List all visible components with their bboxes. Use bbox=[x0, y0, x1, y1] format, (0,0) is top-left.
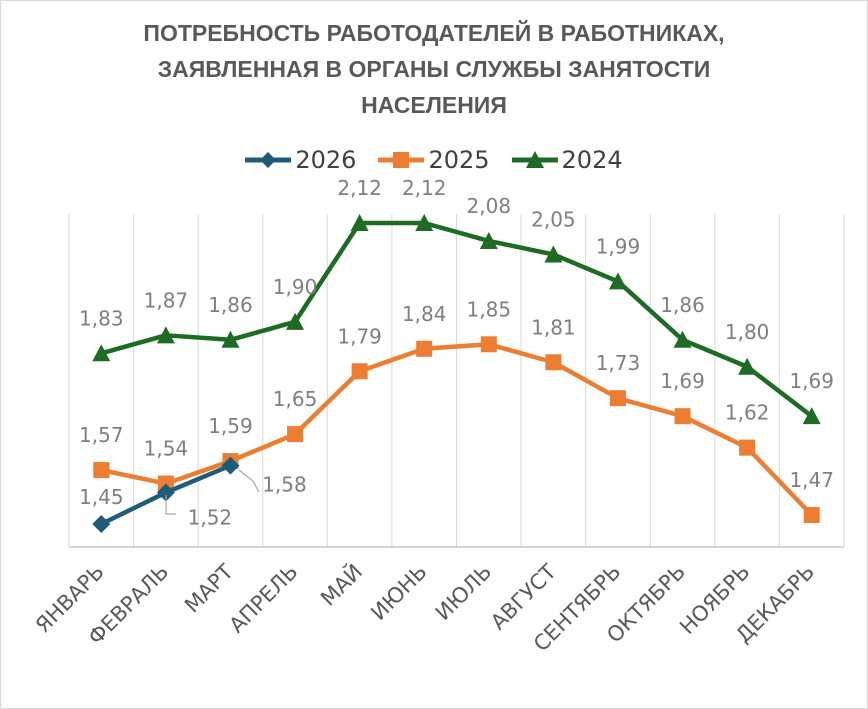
data-label-2025: 1,84 bbox=[402, 302, 447, 326]
data-point-2024 bbox=[673, 330, 692, 348]
x-tick-label: АПРЕЛЬ bbox=[225, 560, 303, 638]
label-leader-line bbox=[165, 495, 176, 515]
data-point-2024 bbox=[92, 344, 111, 362]
data-label-2025: 1,62 bbox=[725, 401, 770, 425]
legend-item-2024: 2024 bbox=[511, 146, 623, 174]
data-label-2024: 2,08 bbox=[467, 194, 512, 218]
data-point-2024 bbox=[156, 326, 175, 344]
data-label-2024: 1,86 bbox=[660, 293, 705, 317]
legend-label-2025: 2025 bbox=[428, 146, 490, 174]
data-label-2025: 1,59 bbox=[208, 414, 253, 438]
data-label-2025: 1,81 bbox=[531, 315, 576, 339]
data-point-2024 bbox=[802, 407, 821, 425]
data-point-2026 bbox=[221, 456, 240, 475]
legend-item-2025: 2025 bbox=[378, 146, 490, 174]
chart-title-line-1: ПОТРЕБНОСТЬ РАБОТОДАТЕЛЕЙ В РАБОТНИКАХ, bbox=[143, 20, 725, 46]
data-label-2024: 2,05 bbox=[531, 207, 576, 231]
data-label-2026: 1,52 bbox=[188, 506, 233, 530]
data-label-2026: 1,45 bbox=[79, 485, 124, 509]
data-point-2024 bbox=[479, 231, 498, 249]
series-line-2025 bbox=[100, 342, 814, 517]
data-point-2025 bbox=[545, 354, 562, 371]
series-line-2024 bbox=[100, 220, 814, 418]
data-label-2024: 1,90 bbox=[273, 275, 318, 299]
data-point-2024 bbox=[738, 357, 757, 375]
data-label-2024: 1,80 bbox=[725, 320, 770, 344]
data-point-2025 bbox=[739, 439, 756, 456]
legend-triangle-marker-icon bbox=[511, 151, 558, 168]
data-label-2025: 1,65 bbox=[273, 387, 318, 411]
chart-title: ПОТРЕБНОСТЬ РАБОТОДАТЕЛЕЙ В РАБОТНИКАХ, … bbox=[1, 15, 867, 123]
x-tick-label: МАЙ bbox=[315, 559, 367, 611]
label-leader-line bbox=[238, 469, 260, 493]
data-label-2024: 2,12 bbox=[337, 176, 382, 200]
x-tick-label: ИЮНЬ bbox=[366, 560, 431, 625]
data-point-2025 bbox=[480, 336, 497, 353]
legend-label-2024: 2024 bbox=[561, 146, 623, 174]
legend-square-marker-icon bbox=[378, 152, 425, 168]
data-label-2024: 1,87 bbox=[144, 288, 189, 312]
data-label-2024: 2,12 bbox=[402, 176, 447, 200]
data-label-2025: 1,54 bbox=[144, 437, 189, 461]
data-label-2026: 1,58 bbox=[262, 473, 307, 497]
chart-title-line-3: НАСЕЛЕНИЯ bbox=[361, 92, 507, 118]
x-tick-label: МАРТ bbox=[180, 559, 238, 617]
data-point-2024 bbox=[221, 330, 240, 348]
data-label-2024: 1,69 bbox=[789, 369, 834, 393]
data-label-2025: 1,85 bbox=[467, 297, 512, 321]
data-point-2024 bbox=[544, 245, 563, 263]
data-label-2024: 1,83 bbox=[79, 306, 124, 330]
legend-item-2026: 2026 bbox=[245, 146, 356, 174]
data-point-2025 bbox=[609, 390, 626, 407]
chart-title-line-2: ЗАЯВЛЕННАЯ В ОРГАНЫ СЛУЖБЫ ЗАНЯТОСТИ bbox=[157, 56, 711, 82]
data-point-2026 bbox=[156, 483, 175, 502]
data-point-2025 bbox=[351, 363, 368, 380]
data-point-2025 bbox=[803, 507, 820, 524]
data-label-2024: 1,99 bbox=[596, 234, 641, 258]
legend-diamond-marker-icon bbox=[245, 152, 292, 168]
data-point-2026 bbox=[92, 515, 111, 533]
data-label-2025: 1,47 bbox=[789, 468, 834, 492]
data-label-2025: 1,69 bbox=[660, 369, 705, 393]
data-point-2025 bbox=[287, 426, 304, 443]
data-label-2025: 1,57 bbox=[79, 423, 124, 447]
data-label-2025: 1,73 bbox=[596, 351, 641, 375]
data-point-2025 bbox=[674, 408, 691, 425]
data-point-2024 bbox=[286, 312, 305, 330]
chart-legend: 2026 2025 2024 bbox=[1, 146, 867, 174]
x-tick-label: ИЮЛЬ bbox=[431, 560, 496, 625]
data-point-2024 bbox=[350, 214, 369, 231]
legend-label-2026: 2026 bbox=[295, 146, 357, 174]
data-point-2025 bbox=[416, 340, 433, 357]
data-point-2024 bbox=[608, 272, 627, 290]
data-point-2025 bbox=[93, 462, 110, 479]
data-point-2024 bbox=[415, 214, 434, 231]
data-label-2025: 1,79 bbox=[337, 324, 382, 348]
data-label-2024: 1,86 bbox=[208, 293, 253, 317]
